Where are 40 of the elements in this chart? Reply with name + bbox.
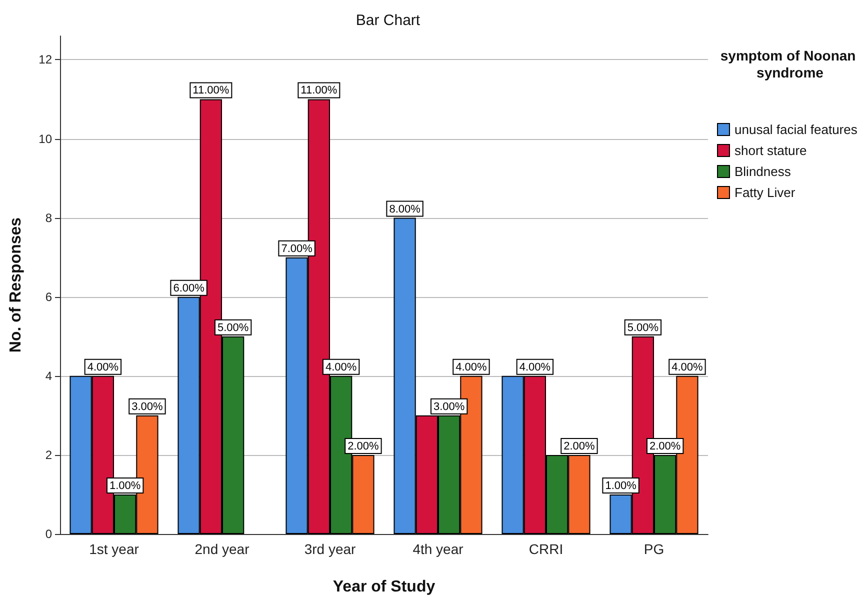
data-label: 4.00% [672, 361, 704, 374]
y-axis-title: No. of Responses [8, 217, 24, 353]
y-tick-label: 6 [45, 290, 52, 304]
data-label: 1.00% [109, 480, 141, 492]
legend-label: Fatty Liver [734, 185, 796, 200]
x-tick-label: 2nd year [194, 541, 250, 557]
y-tick-label: 4 [45, 368, 52, 383]
data-label: 6.00% [173, 282, 205, 294]
x-tick-label: PG [644, 541, 664, 557]
data-label: 2.00% [348, 440, 380, 452]
y-tick-label: 2 [45, 448, 52, 462]
y-tick-label: 12 [38, 52, 52, 67]
data-label: 7.00% [281, 242, 313, 255]
data-label: 5.00% [627, 322, 659, 334]
data-label: 4.00% [87, 361, 119, 374]
y-tick-label: 10 [38, 132, 52, 146]
data-label: 4.00% [325, 361, 357, 374]
y-tick-label: 8 [45, 210, 52, 225]
data-label: 8.00% [389, 203, 421, 216]
x-tick-label: 3rd year [304, 541, 356, 557]
data-label: 3.00% [132, 400, 164, 413]
x-tick-label: CRRI [528, 541, 564, 557]
data-label: 4.00% [456, 361, 488, 374]
data-label: 11.00% [192, 84, 230, 97]
y-tick-label: 0 [45, 527, 52, 541]
legend-label: short stature [734, 143, 807, 158]
data-label: 4.00% [519, 361, 551, 374]
legend-label: Blindness [734, 164, 792, 179]
data-label: 1.00% [605, 480, 637, 492]
data-label: 3.00% [433, 400, 465, 413]
x-axis-title: Year of Study [332, 578, 436, 596]
data-label: 11.00% [300, 84, 338, 97]
data-label: 2.00% [564, 440, 596, 452]
data-label: 5.00% [217, 322, 249, 334]
x-tick-label: 1st year [89, 541, 140, 557]
x-tick-label: 4th year [412, 541, 464, 557]
legend-title: symptom of Noonan syndrome [720, 48, 860, 80]
chart-title: Bar Chart [356, 12, 421, 29]
legend-label: unusal facial features [734, 122, 858, 137]
data-label: 2.00% [649, 440, 681, 452]
